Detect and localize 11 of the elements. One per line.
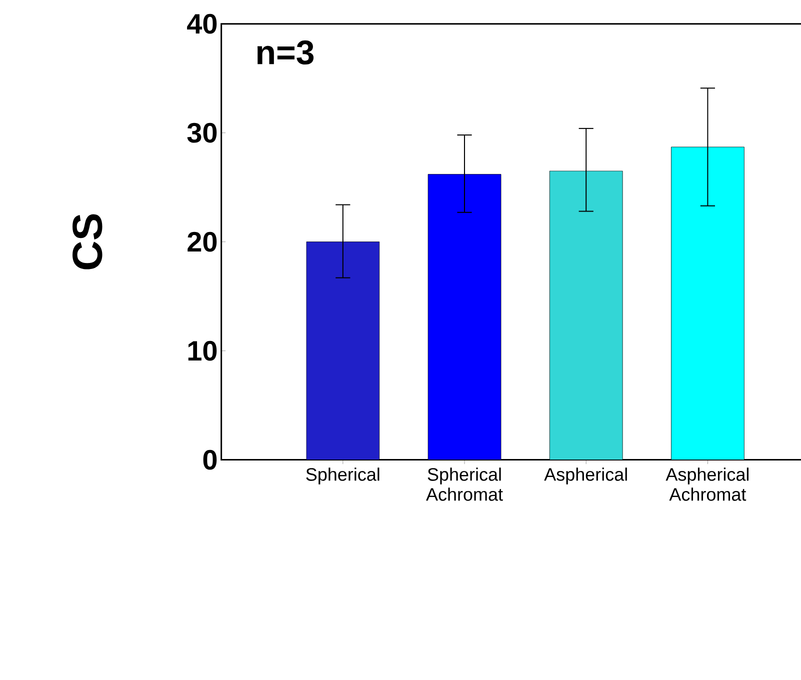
x-tick-label: Spherical Achromat (426, 468, 503, 501)
y-tick-label: 0 (203, 450, 217, 470)
x-tick-label: Spherical (306, 468, 380, 484)
y-tick-label: 30 (187, 122, 217, 143)
y-tick-label: 10 (188, 340, 217, 361)
x-tick-label: Aspherical Achromat (666, 468, 748, 501)
y-tick-label: 20 (188, 232, 217, 252)
y-axis-title: CS (72, 214, 102, 270)
annotation: n=3 (257, 40, 314, 65)
x-tick-label: Aspherical (544, 468, 627, 484)
y-tick-label: 40 (187, 14, 217, 34)
